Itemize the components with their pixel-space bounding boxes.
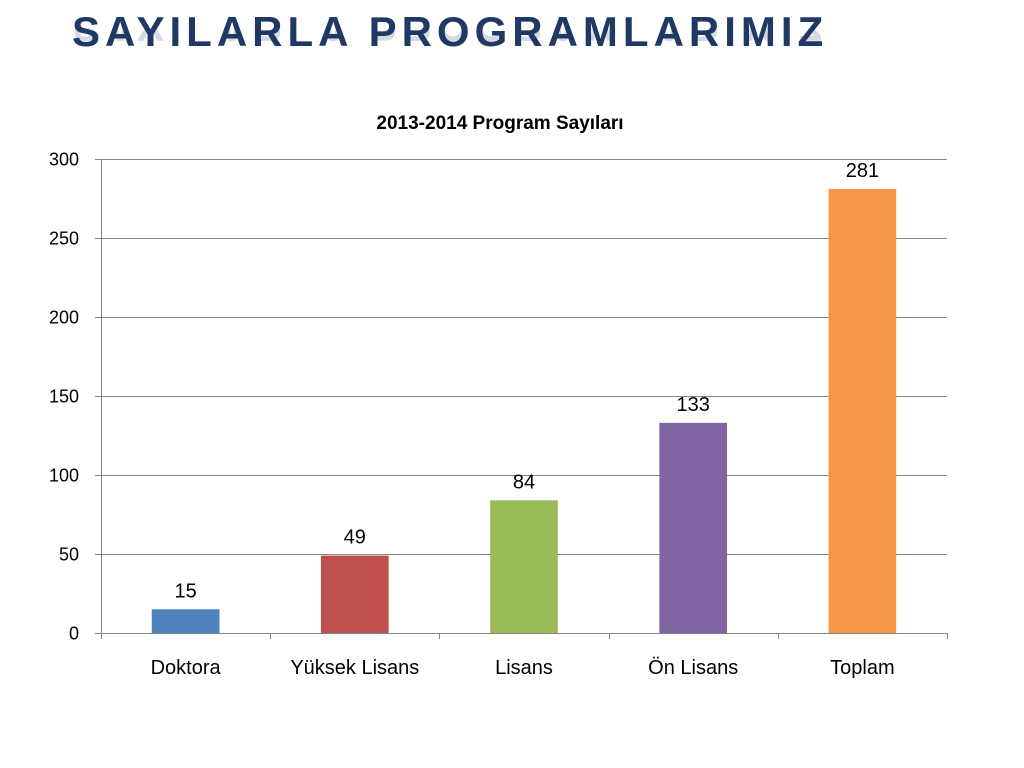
category-label: Doktora <box>151 657 222 679</box>
data-label: 133 <box>677 394 710 416</box>
bar <box>828 189 897 633</box>
y-tick-label: 200 <box>49 308 79 328</box>
y-tick-label: 100 <box>49 466 79 486</box>
axes <box>95 159 948 639</box>
bar <box>659 422 728 633</box>
slide-title: SAYILARLA PROGRAMLARIMIZ <box>72 8 829 55</box>
y-tick-label: 0 <box>69 624 79 644</box>
bar <box>490 500 558 633</box>
category-label: Toplam <box>830 657 894 679</box>
category-label: Yüksek Lisans <box>290 657 419 679</box>
bar <box>151 609 220 633</box>
y-tick-label: 250 <box>49 229 79 249</box>
bars <box>151 189 897 633</box>
gridlines <box>101 159 947 555</box>
category-label: Ön Lisans <box>648 657 738 679</box>
data-label: 49 <box>344 527 366 549</box>
bar <box>320 555 389 633</box>
category-label: Lisans <box>495 657 553 679</box>
data-label: 15 <box>174 580 196 602</box>
y-tick-label: 150 <box>49 387 79 407</box>
y-tick-label: 300 <box>49 150 79 170</box>
chart-title: 2013-2014 Program Sayıları <box>376 113 623 134</box>
data-label: 281 <box>846 160 879 182</box>
y-tick-label: 50 <box>59 545 79 565</box>
data-label: 84 <box>513 471 535 493</box>
labels: 0 50 100 150 200 250 300 15 Doktora 49 Yüksek Lisa… <box>49 150 895 680</box>
